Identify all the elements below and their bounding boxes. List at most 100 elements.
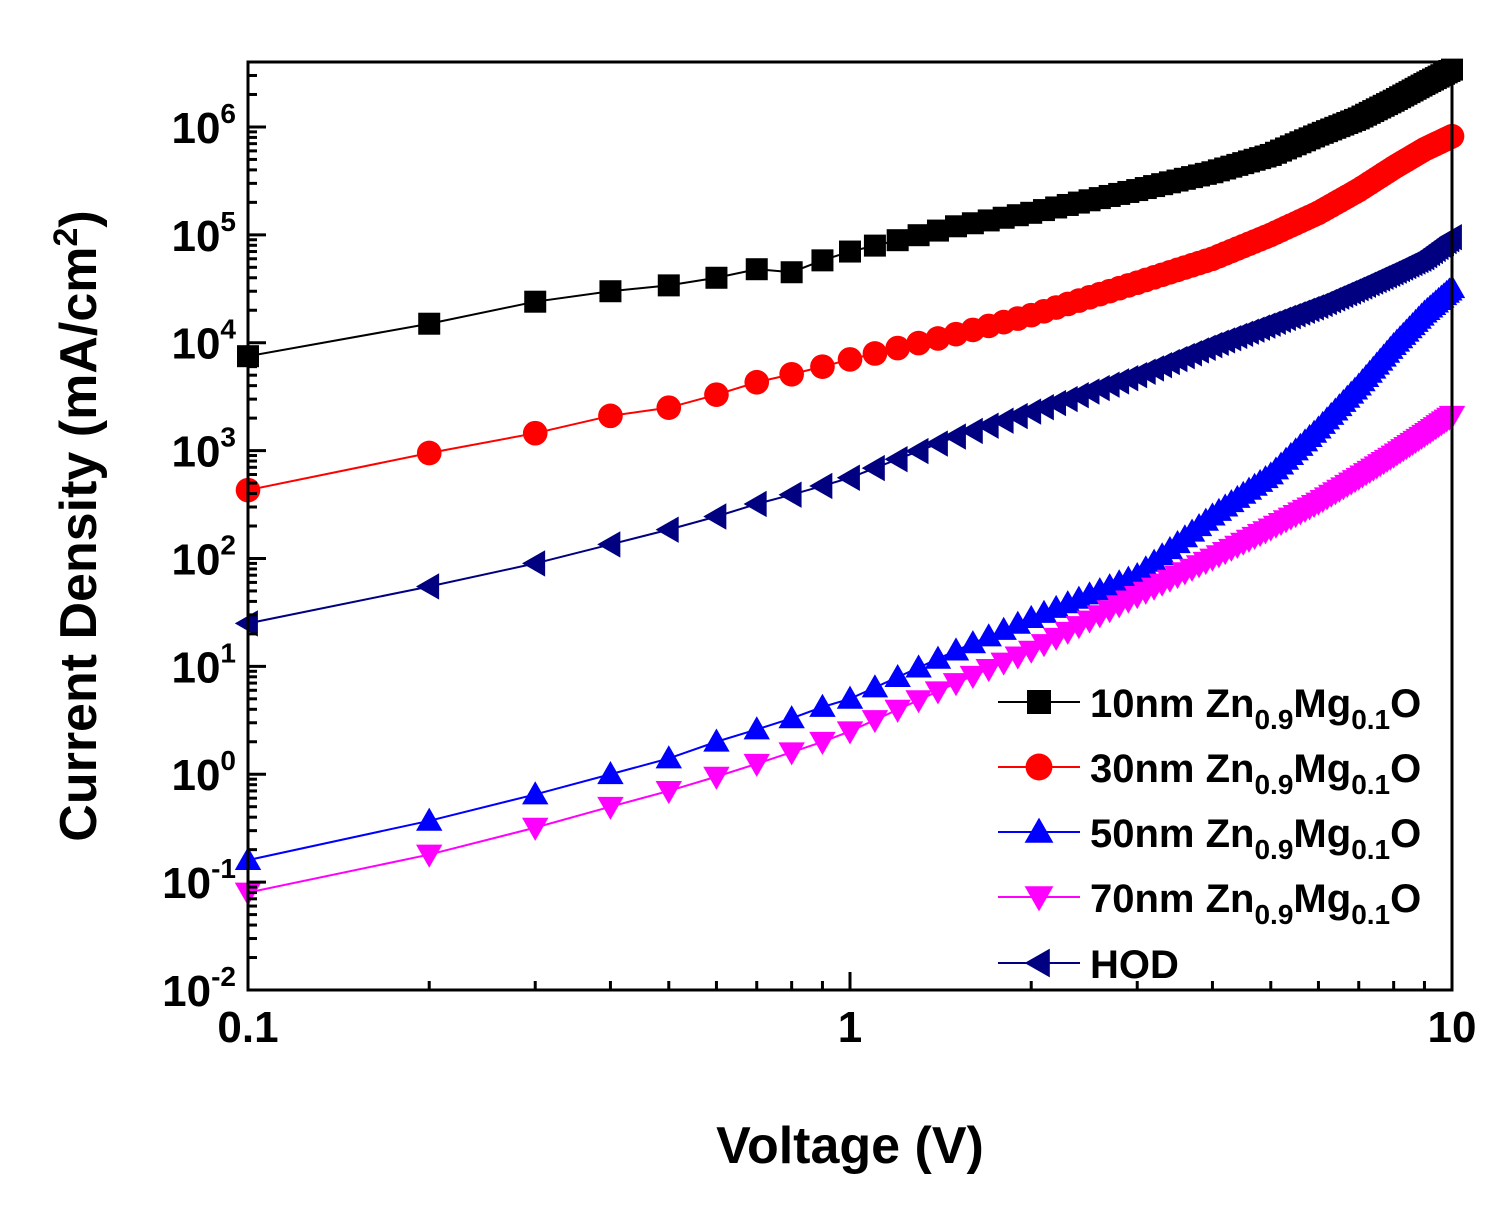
data-point-circle: [656, 395, 682, 420]
data-point-triangle-down: [942, 673, 970, 697]
y-tick-label-exponent: 5: [220, 206, 236, 237]
y-tick-label-exponent: 1: [220, 637, 236, 668]
legend-label-part: O: [1390, 877, 1421, 921]
data-point-triangle-down: [743, 753, 770, 777]
data-point-triangle-left: [597, 531, 621, 558]
data-point-triangle-down: [861, 710, 889, 734]
y-tick-label-exponent: -2: [211, 961, 236, 992]
legend-label-part: 0.9: [1254, 899, 1293, 930]
data-point-circle: [522, 420, 548, 446]
data-point-triangle-down: [809, 731, 836, 755]
legend-label-part: 0.1: [1351, 899, 1390, 930]
legend-label: 70nm Zn0.9Mg0.1O: [1090, 877, 1421, 930]
series-2: [234, 275, 1466, 870]
legend-label-part: O: [1390, 682, 1421, 726]
legend-label-part: HOD: [1090, 943, 1179, 987]
ticks-layer: [246, 60, 1454, 992]
legend-label-part: 0.1: [1351, 704, 1390, 735]
legend-entry: 50nm Zn0.9Mg0.1O: [998, 812, 1421, 865]
y-axis-title-sup: 2: [47, 228, 85, 247]
data-point-triangle-left: [655, 516, 679, 543]
series-layer: [234, 58, 1466, 906]
legend-label: 10nm Zn0.9Mg0.1O: [1090, 682, 1421, 735]
data-point-square: [657, 274, 680, 297]
legend-label-part: O: [1390, 812, 1421, 856]
data-point-triangle-down: [1018, 640, 1045, 664]
legend-label-part: Mg: [1293, 877, 1351, 921]
data-point-circle: [416, 440, 442, 466]
data-point-square: [705, 266, 728, 289]
y-tick-label-base: 10: [171, 643, 220, 692]
y-tick-label-base: 10: [171, 320, 220, 369]
y-axis-title-main: Current Density (mA/cm: [50, 247, 108, 842]
data-point-triangle-up: [924, 645, 952, 669]
data-point-square: [886, 229, 909, 252]
y-tick-label: 101: [171, 637, 236, 692]
series-0: [237, 58, 1463, 368]
series-1: [235, 123, 1465, 503]
y-tick-label-exponent: 2: [220, 529, 236, 560]
data-point-triangle-up: [809, 693, 836, 717]
data-point-circle: [906, 330, 931, 356]
legend-entry: 10nm Zn0.9Mg0.1O: [998, 682, 1421, 735]
y-tick-label-base: 10: [171, 751, 220, 800]
data-point-triangle-down: [836, 721, 864, 745]
legend-label-part: 10nm Zn: [1090, 682, 1254, 726]
data-point-triangle-up: [942, 637, 970, 661]
y-tick-label-base: 10: [171, 535, 220, 584]
data-point-square: [418, 312, 441, 335]
y-tick-label-base: 10: [162, 967, 211, 1016]
series-4: [234, 224, 1462, 637]
data-point-triangle-down: [905, 690, 932, 714]
x-tick-label: 0.1: [217, 1003, 278, 1052]
data-point-triangle-up: [990, 616, 1017, 640]
data-point-triangle-up: [655, 745, 682, 769]
legend-label-part: Mg: [1293, 812, 1351, 856]
legend-label: HOD: [1090, 943, 1179, 987]
data-point-triangle-left: [990, 407, 1014, 434]
legend-label-part: Mg: [1293, 747, 1351, 791]
data-point-triangle-up: [836, 685, 864, 709]
data-point-triangle-down: [990, 652, 1017, 676]
y-tick-label-exponent: 6: [220, 98, 236, 129]
data-point-triangle-up: [884, 663, 911, 688]
data-point-triangle-up: [1004, 610, 1032, 634]
legend-label-part: 50nm Zn: [1090, 812, 1254, 856]
legend-entry: HOD: [998, 943, 1179, 987]
legend-label-part: 70nm Zn: [1090, 877, 1254, 921]
data-point-triangle-left: [416, 573, 440, 600]
data-point-triangle-left: [924, 430, 948, 457]
x-tick-label: 1: [838, 1003, 862, 1052]
legend-entry: 30nm Zn0.9Mg0.1O: [998, 747, 1421, 800]
data-point-circle: [885, 335, 910, 361]
data-point-circle: [779, 361, 804, 387]
y-tick-label: 100: [171, 745, 236, 800]
y-tick-label: 104: [171, 314, 236, 369]
x-axis-title: Voltage (V): [716, 1117, 984, 1175]
data-point-circle: [837, 347, 863, 372]
data-point-triangle-down: [522, 817, 549, 841]
data-point-triangle-down: [778, 742, 805, 766]
legend-label: 30nm Zn0.9Mg0.1O: [1090, 747, 1421, 800]
data-point-triangle-left: [809, 472, 833, 500]
legend-label-part: O: [1390, 747, 1421, 791]
legend-label-part: 0.1: [1351, 834, 1390, 865]
data-point-triangle-left: [703, 503, 727, 530]
legend-label-part: 30nm Zn: [1090, 747, 1254, 791]
data-point-circle: [704, 382, 729, 407]
data-point-square: [780, 261, 803, 284]
y-axis-title-close: ): [50, 210, 108, 227]
data-point-triangle-down: [975, 659, 1002, 683]
data-point-triangle-up: [703, 728, 730, 752]
data-point-triangle-down: [597, 796, 624, 820]
y-tick-label-base: 10: [162, 859, 211, 908]
data-point-circle: [810, 354, 835, 379]
data-point-triangle-down: [1004, 646, 1032, 670]
y-tick-label-exponent: 4: [220, 314, 236, 345]
data-point-triangle-down: [655, 781, 682, 805]
data-point-circle: [1025, 753, 1053, 781]
data-point-triangle-left: [234, 610, 258, 637]
y-tick-label: 105: [171, 206, 236, 261]
